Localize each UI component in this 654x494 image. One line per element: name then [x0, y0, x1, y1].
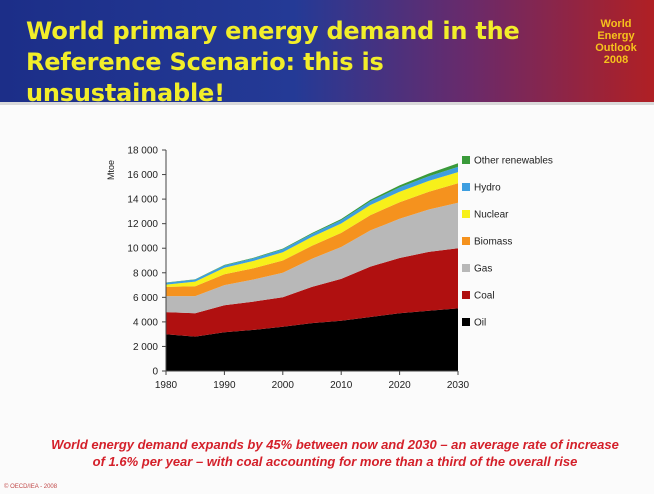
weo-badge: World Energy Outlook 2008: [588, 18, 644, 66]
y-tick-label: 16 000: [127, 170, 158, 181]
x-tick-label: 2000: [272, 380, 295, 391]
area-biomass: [166, 183, 458, 297]
slide-caption: World energy demand expands by 45% betwe…: [20, 436, 650, 470]
y-tick-label: 18 000: [127, 146, 158, 157]
y-tick-label: 12 000: [127, 219, 158, 230]
caption-line-1: World energy demand expands by 45% betwe…: [51, 437, 619, 452]
slide-title: World primary energy demand in the Refer…: [26, 16, 536, 109]
area-coal: [166, 248, 458, 337]
legend-swatch: [462, 318, 470, 326]
area-hydro: [166, 166, 458, 285]
legend-label: Other renewables: [474, 156, 553, 167]
x-tick-label: 2030: [447, 380, 470, 391]
weo-badge-line-3: Outlook: [595, 42, 637, 54]
caption-line-2: of 1.6% per year – with coal accounting …: [92, 454, 578, 469]
y-tick-label: 4 000: [133, 317, 158, 328]
legend-swatch: [462, 183, 470, 191]
y-tick-label: 0: [152, 367, 158, 378]
y-tick-label: 10 000: [127, 244, 158, 255]
weo-badge-line-4: 2008: [603, 54, 629, 66]
copyright-note: © OECD/IEA - 2008: [4, 484, 58, 490]
legend-label: Gas: [474, 264, 492, 275]
chart-legend: Other renewables Hydro Nuclear Biomass Gas Co…: [462, 156, 553, 329]
title-banner: World primary energy demand in the Refer…: [0, 0, 654, 107]
area-nuclear: [166, 172, 458, 287]
x-tick-label: 1990: [213, 380, 236, 391]
area-other-renewables: [166, 163, 458, 283]
legend-swatch: [462, 291, 470, 299]
legend-label: Coal: [474, 291, 495, 302]
legend-swatch: [462, 264, 470, 272]
weo-badge-line-2: Energy: [597, 30, 635, 42]
y-tick-label: 14 000: [127, 195, 158, 206]
legend-label: Hydro: [474, 183, 501, 194]
y-tick-label: 8 000: [133, 268, 158, 279]
x-tick-label: 1980: [155, 380, 178, 391]
slide-title-line-1: World primary energy demand in the: [26, 17, 520, 45]
chart-axes: 0 2 000 4 000 6 000 8 000 10 000 12 000 14 000 1…: [106, 146, 470, 392]
legend-label: Oil: [474, 318, 486, 329]
x-tick-label: 2010: [330, 380, 353, 391]
legend-swatch: [462, 156, 470, 164]
legend-swatch: [462, 210, 470, 218]
x-tick-label: 2020: [388, 380, 411, 391]
legend-label: Nuclear: [474, 210, 509, 221]
legend-label: Biomass: [474, 237, 512, 248]
y-axis-label: Mtoe: [106, 160, 116, 180]
area-oil: [166, 308, 458, 371]
banner-divider: [0, 102, 654, 105]
stacked-areas: [166, 163, 458, 371]
y-tick-label: 6 000: [133, 293, 158, 304]
weo-badge-line-1: World: [600, 18, 632, 30]
legend-swatch: [462, 237, 470, 245]
y-tick-label: 2 000: [133, 342, 158, 353]
area-gas: [166, 202, 458, 314]
